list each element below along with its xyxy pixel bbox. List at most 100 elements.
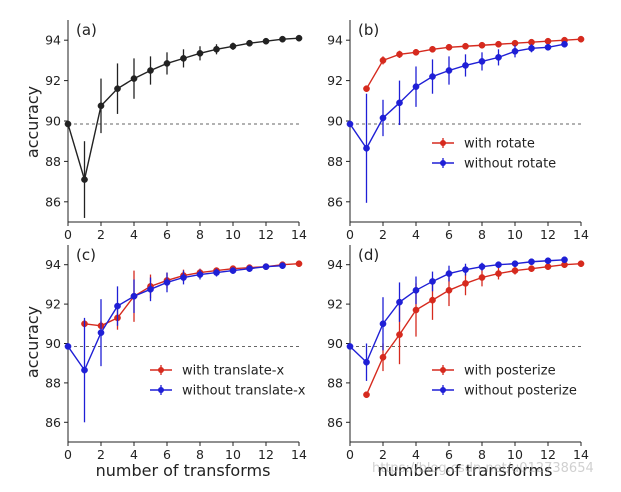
panel-c-y-tick-label: 94 [45, 257, 61, 272]
panel-a-x-tick-label: 10 [225, 227, 241, 242]
panel-a-x-tick-label: 2 [97, 227, 105, 242]
panel-c-legend-marker [158, 367, 164, 373]
panel-d-series-without-posterize-point [561, 256, 568, 264]
panel-b-series-without-rotate-point [445, 67, 453, 74]
panel-c-series-without-translate-x-line [67, 264, 283, 372]
panel-b-x-tick-label: 12 [540, 227, 556, 242]
panel-b-legend-label: with rotate [464, 137, 535, 152]
panel-b-y-tick-label: 90 [327, 114, 343, 129]
panel-a-series-black-point [64, 120, 72, 128]
panel-a-series-black-point [196, 49, 204, 57]
panel-a-x-tick-label: 8 [196, 227, 204, 242]
panel-a-series-black-point [81, 176, 88, 183]
panel-c-series-without-translate-x-point [114, 302, 121, 310]
panel-d-series-without-posterize-point [528, 258, 535, 266]
panel-b-series-without-rotate-point [495, 54, 502, 61]
panel-c-series-without-translate-x-point [246, 265, 253, 272]
panel-c-x-tick-label: 12 [258, 447, 274, 462]
panel-d-series-without-posterize-point [511, 260, 519, 268]
panel-a-series-black-point [130, 75, 138, 82]
panel-d-series-with-posterize-point [478, 274, 486, 281]
panel-c-x-tick-label: 6 [163, 447, 171, 462]
panel-d-x-tick-label: 2 [379, 447, 387, 462]
panel-c-legend-label: with translate-x [182, 364, 284, 379]
panel-a-x-tick-label: 6 [163, 227, 171, 242]
panel-b-x-tick-label: 0 [346, 227, 354, 242]
panel-b-series-with-rotate-point [478, 41, 486, 49]
panel-b-x-tick-label: 4 [412, 227, 420, 242]
panel-b-x-tick-label: 14 [573, 227, 589, 242]
panel-b-tag: (b) [358, 21, 379, 39]
panel-b-series-without-rotate-point [346, 120, 354, 128]
panel-b-y-tick-label: 92 [327, 73, 343, 88]
panel-b-series-without-rotate-point [429, 73, 436, 80]
panel-d-series-without-posterize-point [478, 263, 486, 271]
panel-c-series-without-translate-x-point [180, 274, 187, 281]
panel-a-tag: (a) [76, 21, 97, 39]
panel-d-series-with-posterize-point [495, 270, 502, 277]
panel-b: 0 2 4 6 8 10 12 14 86 88 90 92 94 (b) with rotate witho… [327, 20, 589, 242]
panel-a-series-black-point [114, 85, 121, 93]
panel-a-series-black-point [147, 67, 154, 74]
panel-d-series-without-posterize-point [412, 286, 420, 294]
panel-d-series-with-posterize-point [379, 353, 387, 361]
panel-a-series-black-point [213, 45, 220, 53]
panel-b-series-without-rotate-point [478, 58, 486, 65]
panel-b-x-tick-label: 8 [478, 227, 486, 242]
panel-b-series-without-rotate-point [544, 43, 552, 51]
panel-a-y-tick-label: 88 [45, 154, 61, 169]
panel-b-legend-label: without rotate [464, 157, 556, 172]
panel-a-y-tick-label: 92 [45, 73, 61, 88]
panel-c-x-tick-label: 10 [225, 447, 241, 462]
panel-d-legend-label: without posterize [464, 384, 577, 399]
panel-d-series-with-posterize-point [429, 296, 436, 304]
panel-d-x-tick-label: 10 [507, 447, 523, 462]
panel-b-series-with-rotate-point [379, 57, 387, 64]
panel-d-series-without-posterize-point [429, 278, 436, 285]
xlabel-right: number of transforms [378, 461, 553, 480]
panel-a-series-black-point [229, 42, 237, 50]
panel-b-y-tick-label: 86 [327, 194, 343, 209]
panel-b-series-with-rotate-point [544, 37, 552, 45]
panel-d-series-with-posterize-point [462, 280, 469, 287]
panel-c-series-without-translate-x-point [262, 263, 270, 271]
panel-d-y-tick-label: 88 [327, 375, 343, 390]
panel-b-y-tick-label: 94 [327, 33, 343, 48]
panel-c-x-tick-label: 8 [196, 447, 204, 462]
panel-b-series-with-rotate-point [363, 85, 370, 93]
panel-d-series-without-posterize-point [396, 298, 403, 306]
panel-d-y-tick-label: 90 [327, 336, 343, 351]
panel-a-y-tick-label: 94 [45, 33, 61, 48]
panel-b-legend-marker [440, 140, 446, 146]
panel-b-x-tick-label: 10 [507, 227, 523, 242]
panel-c-y-tick-label: 88 [45, 375, 61, 390]
panel-a-y-tick-label: 86 [45, 194, 61, 209]
panel-b-series-without-rotate-point [462, 62, 469, 69]
panel-b-series-with-rotate-point [495, 40, 502, 48]
panel-d-tag: (d) [358, 246, 379, 264]
panel-a-x-tick-label: 12 [258, 227, 274, 242]
panel-a-series-black-point [295, 34, 303, 42]
panel-b-x-tick-label: 6 [445, 227, 453, 242]
panel-a-y-tick-label: 90 [45, 114, 61, 129]
panel-b-series-with-rotate-point [412, 48, 420, 56]
panel-c-series-without-translate-x-point [229, 267, 237, 274]
panel-d-series-without-posterize-point [544, 257, 552, 265]
ylabel-bottom: accuracy [23, 306, 42, 378]
panel-b-legend-marker [440, 160, 446, 166]
panel-c-y-tick-label: 86 [45, 415, 61, 430]
panel-d-series-without-posterize-point [363, 358, 370, 366]
panel-d: 0 2 4 6 8 10 12 14 86 88 90 92 94 (d) with posterize wi… [327, 245, 589, 462]
panel-b-y-tick-label: 88 [327, 154, 343, 169]
watermark: https://blog.csdn.net/u012738654 [372, 461, 594, 476]
panel-c-series-without-translate-x-point [97, 329, 105, 337]
panel-d-x-tick-label: 6 [445, 447, 453, 462]
panel-d-series-with-posterize-point [396, 331, 403, 338]
panel-b-series-without-rotate-point [379, 114, 387, 122]
panel-a-series-black-point [97, 102, 105, 110]
panel-c-series-without-translate-x-point [213, 269, 220, 276]
panel-b-series-without-rotate-point [363, 144, 370, 152]
ylabel-top: accuracy [23, 86, 42, 158]
panel-d-x-tick-label: 8 [478, 447, 486, 462]
panel-c-legend-label: without translate-x [182, 384, 306, 399]
